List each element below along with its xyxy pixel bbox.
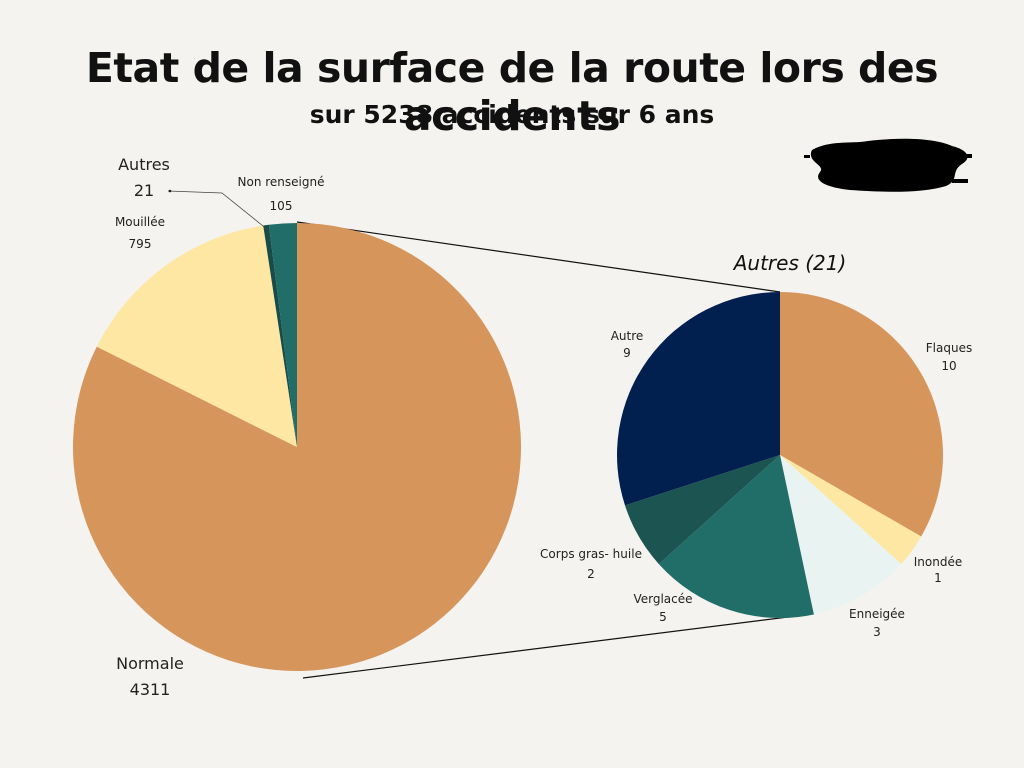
sub-label-inondee-value: 1 bbox=[934, 571, 942, 585]
main-label-mouillee-name: Mouillée bbox=[115, 215, 165, 229]
sub-label-flaques-value: 10 bbox=[941, 359, 956, 373]
main-label-non-renseigne-value: 105 bbox=[270, 199, 293, 213]
sub-label-corps-gras-huile-value: 2 bbox=[587, 567, 595, 581]
leader-line-autres bbox=[167, 190, 269, 231]
sub-label-corps-gras-huile-name: Corps gras- huile bbox=[540, 547, 642, 561]
sub-label-inondee-name: Inondée bbox=[914, 555, 962, 569]
sub-slice-verglacee bbox=[658, 455, 814, 619]
connector-line-top bbox=[296, 221, 781, 293]
leader-dot-autres bbox=[168, 189, 172, 193]
main-slice-normale bbox=[72, 223, 521, 671]
redaction-blot bbox=[804, 138, 972, 192]
sub-slice-autre bbox=[617, 292, 780, 506]
main-slice-mouillee bbox=[96, 225, 297, 447]
sub-label-verglacee-value: 5 bbox=[659, 610, 667, 624]
sub-slice-flaques bbox=[780, 292, 943, 537]
zoom-connector-lines bbox=[296, 221, 789, 679]
sub-slice-enneigee bbox=[780, 455, 902, 615]
sub-slice-corps-gras-huile bbox=[624, 455, 780, 565]
main-slice-non-renseigne bbox=[268, 223, 297, 447]
sub-label-flaques-name: Flaques bbox=[926, 341, 972, 355]
sub-label-verglacee-name: Verglacée bbox=[633, 592, 692, 606]
autres-breakdown-pie bbox=[617, 292, 943, 619]
sub-label-autre-name: Autre bbox=[611, 329, 644, 343]
sub-label-enneigee-name: Enneigée bbox=[849, 607, 905, 621]
sub-label-enneigee-value: 3 bbox=[873, 625, 881, 639]
breakdown-pie-title: Autres (21) bbox=[732, 251, 847, 275]
sub-label-autre-value: 9 bbox=[623, 346, 631, 360]
main-label-non-renseigne-name: Non renseigné bbox=[238, 175, 325, 189]
main-label-normale-value: 4311 bbox=[130, 680, 171, 699]
main-label-autres-value: 21 bbox=[134, 181, 154, 200]
main-pie bbox=[72, 223, 521, 671]
connector-line-bottom bbox=[302, 616, 789, 679]
chart-title: Etat de la surface de la route lors des … bbox=[85, 44, 939, 140]
main-label-autres-name: Autres bbox=[118, 155, 170, 174]
main-slice-autres bbox=[263, 224, 297, 447]
chart-subtitle: sur 5238 accidents sur 6 ans bbox=[309, 100, 715, 129]
main-label-mouillee-value: 795 bbox=[129, 237, 152, 251]
main-label-normale-name: Normale bbox=[116, 654, 184, 673]
sub-slice-inondee bbox=[780, 455, 922, 565]
